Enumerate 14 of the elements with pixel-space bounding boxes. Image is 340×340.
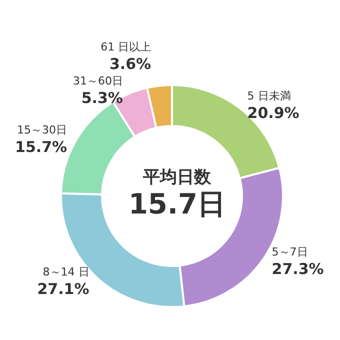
slice-label: 61 日以上 [100, 40, 152, 54]
slice-label: 31～60日 [72, 74, 123, 88]
text: 15.7日 [128, 188, 226, 220]
data-label: 3.6% [109, 54, 152, 73]
slice-label: 5～7日 [272, 246, 308, 259]
data-label: 20.9% [247, 104, 300, 122]
data-label: 27.3% [272, 260, 324, 278]
data-label: 15.7% [15, 138, 68, 156]
slice-label: 5 日未満 [247, 89, 291, 102]
data-label: 5.3% [81, 88, 123, 107]
text: 平均日数 [142, 168, 212, 188]
data-label: 27.1% [37, 280, 90, 298]
slice-label: 8～14 日 [42, 265, 90, 278]
slice-label: 15～30日 [17, 124, 68, 137]
